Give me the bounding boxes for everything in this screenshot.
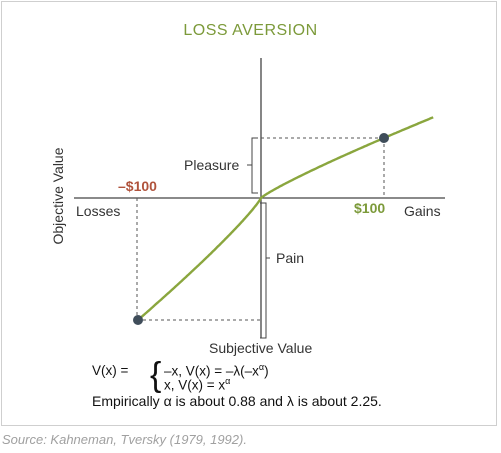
formula-brace: { xyxy=(150,356,162,394)
loss-point xyxy=(133,315,143,325)
pain-bracket xyxy=(260,202,270,339)
source-note: Source: Kahneman, Tversky (1979, 1992). xyxy=(2,432,247,447)
formula-line2-text: x, V(x) = x xyxy=(164,377,226,393)
formula-note: Empirically α is about 0.88 and λ is abo… xyxy=(92,393,382,409)
pain-label: Pain xyxy=(276,250,305,266)
formula-line1-tail: ) xyxy=(264,363,269,379)
x-axis-label: Subjective Value xyxy=(209,340,313,356)
neg-100-label: –$100 xyxy=(118,178,157,194)
losses-label: Losses xyxy=(76,203,121,219)
formula-line1-text: –x, V(x) = –λ(–x xyxy=(164,363,259,379)
pleasure-label: Pleasure xyxy=(184,157,240,173)
pos-100-label: $100 xyxy=(354,200,386,216)
formula-line1-exp: α xyxy=(258,362,265,372)
gains-label: Gains xyxy=(404,203,441,219)
chart-title: LOSS AVERSION xyxy=(183,22,318,39)
formula-line2: x, V(x) = xα xyxy=(164,376,230,393)
formula-lhs: V(x) = xyxy=(92,363,129,378)
formula-line1: –x, V(x) = –λ(–xα) xyxy=(164,362,269,379)
value-curve xyxy=(137,116,434,321)
pleasure-bracket xyxy=(247,137,258,194)
formula-line2-exp: α xyxy=(225,376,231,386)
gain-point xyxy=(379,133,389,143)
